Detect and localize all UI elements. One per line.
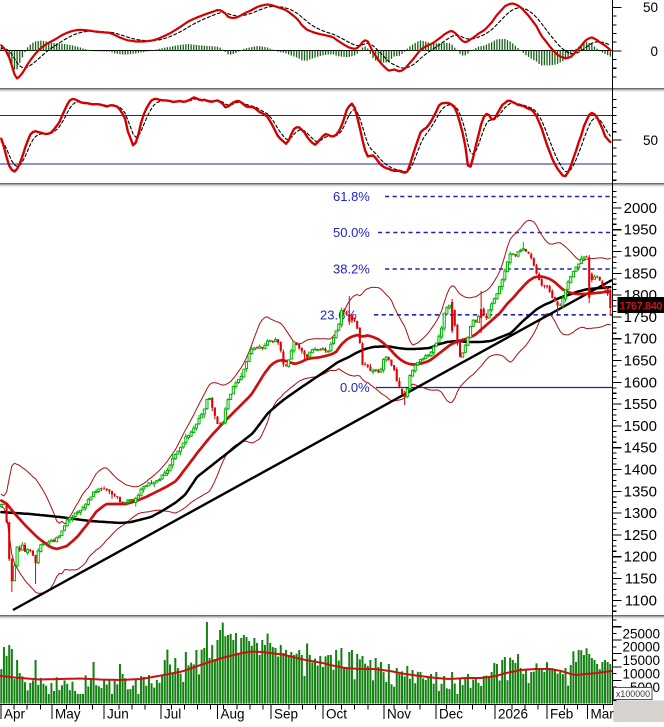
svg-text:Aug: Aug <box>221 707 245 722</box>
svg-text:2026: 2026 <box>498 707 528 722</box>
svg-text:1600: 1600 <box>624 374 657 391</box>
svg-text:1900: 1900 <box>624 244 657 261</box>
svg-text:38.2%: 38.2% <box>333 262 370 277</box>
svg-text:1400: 1400 <box>624 462 657 479</box>
svg-text:1350: 1350 <box>624 483 657 500</box>
svg-text:1550: 1550 <box>624 396 657 413</box>
svg-text:61.8%: 61.8% <box>333 189 370 204</box>
svg-text:50.0%: 50.0% <box>333 225 370 240</box>
svg-text:Jun: Jun <box>107 707 129 722</box>
svg-text:May: May <box>55 707 81 722</box>
svg-text:1150: 1150 <box>625 571 657 588</box>
svg-text:50: 50 <box>643 133 658 148</box>
svg-text:1767.840: 1767.840 <box>620 300 663 312</box>
svg-text:Sep: Sep <box>274 707 298 722</box>
svg-text:1100: 1100 <box>625 592 657 609</box>
svg-text:Apr: Apr <box>4 707 26 722</box>
svg-text:Feb: Feb <box>550 707 573 722</box>
svg-text:2000: 2000 <box>624 200 657 217</box>
svg-text:1500: 1500 <box>624 418 657 435</box>
svg-text:1700: 1700 <box>624 331 657 348</box>
svg-text:1200: 1200 <box>624 549 657 566</box>
svg-text:Jul: Jul <box>164 707 181 722</box>
svg-text:1300: 1300 <box>624 505 657 522</box>
svg-text:x100000: x100000 <box>616 689 650 699</box>
svg-text:1250: 1250 <box>624 527 657 544</box>
svg-text:Nov: Nov <box>387 707 411 722</box>
svg-text:0: 0 <box>650 44 658 59</box>
svg-text:Mar: Mar <box>591 707 615 722</box>
svg-text:1850: 1850 <box>624 265 657 282</box>
svg-text:50: 50 <box>643 0 658 15</box>
svg-text:1950: 1950 <box>624 222 657 239</box>
svg-text:Oct: Oct <box>326 707 347 722</box>
svg-text:1450: 1450 <box>624 440 657 457</box>
svg-text:1650: 1650 <box>624 353 657 370</box>
svg-text:Dec: Dec <box>439 707 463 722</box>
